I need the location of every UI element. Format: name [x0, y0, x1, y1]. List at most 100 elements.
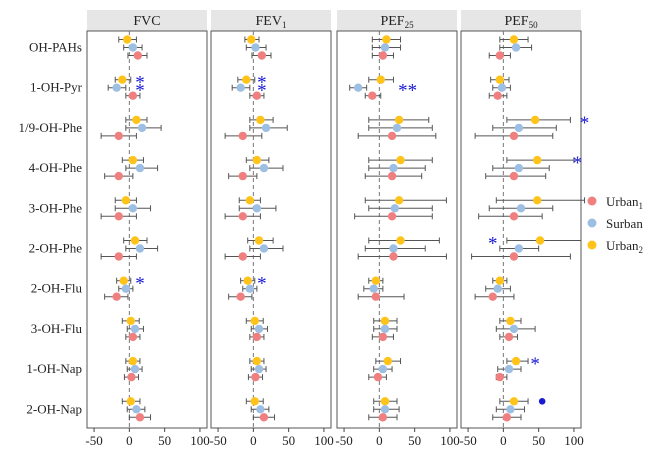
- point-surban: [380, 324, 390, 334]
- point-surban: [497, 83, 507, 92]
- point-urban2: [382, 35, 391, 44]
- legend-label: Urban1: [606, 194, 643, 211]
- point-urban1: [387, 131, 397, 141]
- x-tick-label: 100: [440, 433, 460, 448]
- significance-marker: *: [573, 153, 583, 174]
- point-urban2: [380, 316, 390, 326]
- point-urban1: [133, 51, 143, 60]
- point-surban: [132, 405, 141, 414]
- significance-marker: *: [257, 274, 267, 295]
- row-label: OH-PAHs: [29, 40, 82, 55]
- point-urban1: [373, 372, 383, 382]
- point-surban: [245, 284, 255, 293]
- point-urban1: [371, 292, 381, 301]
- point-urban2: [252, 155, 262, 165]
- point-urban2: [250, 316, 259, 326]
- point-surban: [369, 284, 378, 293]
- point-urban2: [535, 236, 545, 245]
- point-urban2: [394, 115, 404, 125]
- row-label: 2-OH-Flu: [31, 281, 83, 296]
- x-tick-label: -50: [85, 433, 102, 448]
- point-surban: [511, 43, 521, 52]
- point-urban1: [238, 212, 247, 221]
- significance-marker: *: [135, 274, 145, 295]
- point-surban: [135, 163, 145, 173]
- x-tick-label: 50: [532, 433, 545, 448]
- x-tick-label: 0: [126, 433, 133, 448]
- panel-header: [337, 10, 457, 31]
- point-surban: [378, 364, 388, 374]
- x-tick-label: 0: [500, 433, 507, 448]
- row-label: 3-OH-Phe: [29, 200, 83, 215]
- point-urban1: [387, 212, 397, 221]
- point-surban: [389, 163, 398, 173]
- point-urban1: [488, 292, 497, 301]
- point-urban2: [383, 356, 393, 366]
- legend-swatch: [587, 240, 597, 250]
- point-urban1: [509, 171, 519, 181]
- point-urban1: [509, 252, 519, 261]
- x-tick-label: 0: [250, 433, 257, 448]
- point-surban: [514, 244, 524, 253]
- x-tick-label: 100: [314, 433, 334, 448]
- point-urban1: [495, 372, 505, 382]
- point-urban1: [114, 131, 123, 141]
- x-tick-label: -50: [209, 433, 226, 448]
- point-urban1: [252, 332, 262, 342]
- point-surban: [516, 204, 526, 213]
- point-urban2: [376, 75, 385, 84]
- x-tick-label: 50: [408, 433, 421, 448]
- point-urban2: [126, 316, 135, 326]
- point-urban2: [533, 155, 542, 165]
- panel-frame: [86, 30, 208, 429]
- point-urban2: [128, 356, 138, 366]
- row-label: 3-OH-Flu: [31, 321, 83, 336]
- point-urban2: [243, 276, 252, 285]
- panel-header: [211, 10, 331, 31]
- x-tick-label: 50: [282, 433, 295, 448]
- point-urban2: [495, 276, 505, 285]
- point-urban1: [502, 413, 512, 422]
- point-urban2: [394, 196, 404, 205]
- legend-swatch: [587, 218, 597, 228]
- point-urban2: [132, 115, 141, 125]
- point-urban2: [380, 397, 390, 406]
- point-urban1: [378, 51, 388, 60]
- point-urban1: [257, 51, 267, 60]
- point-urban2: [509, 397, 519, 406]
- point-urban2: [118, 75, 127, 84]
- point-urban1: [509, 212, 519, 221]
- point-surban: [251, 43, 260, 52]
- point-urban2: [530, 115, 540, 125]
- point-surban: [259, 244, 269, 253]
- x-tick-label: -50: [459, 433, 476, 448]
- point-urban2: [128, 155, 138, 165]
- point-surban: [130, 364, 140, 374]
- significance-marker: *: [135, 81, 145, 102]
- x-tick-label: 0: [376, 433, 383, 448]
- point-surban: [137, 123, 147, 133]
- point-urban1: [114, 171, 123, 181]
- point-urban1: [389, 252, 398, 261]
- point-urban2: [123, 35, 132, 44]
- panel-header: [87, 10, 207, 31]
- significance-marker: *: [580, 113, 590, 134]
- point-urban1: [495, 51, 505, 60]
- x-tick-label: 50: [158, 433, 171, 448]
- point-urban1: [238, 171, 247, 181]
- panel: FEV1-50 0 50 100***: [209, 10, 334, 448]
- significance-marker: *: [135, 73, 145, 94]
- point-urban1: [114, 212, 123, 221]
- point-urban2: [509, 35, 519, 44]
- panel-title: FEV1: [256, 14, 287, 30]
- point-urban1: [378, 413, 388, 422]
- point-surban: [392, 123, 402, 133]
- panel: PEF50-50 0 50 100****: [459, 10, 589, 448]
- point-surban: [261, 123, 271, 133]
- panel-frame: [460, 30, 582, 429]
- point-urban1: [368, 91, 377, 100]
- point-surban: [380, 405, 390, 414]
- row-label: 1-OH-Pyr: [30, 80, 83, 95]
- point-urban2: [506, 316, 515, 326]
